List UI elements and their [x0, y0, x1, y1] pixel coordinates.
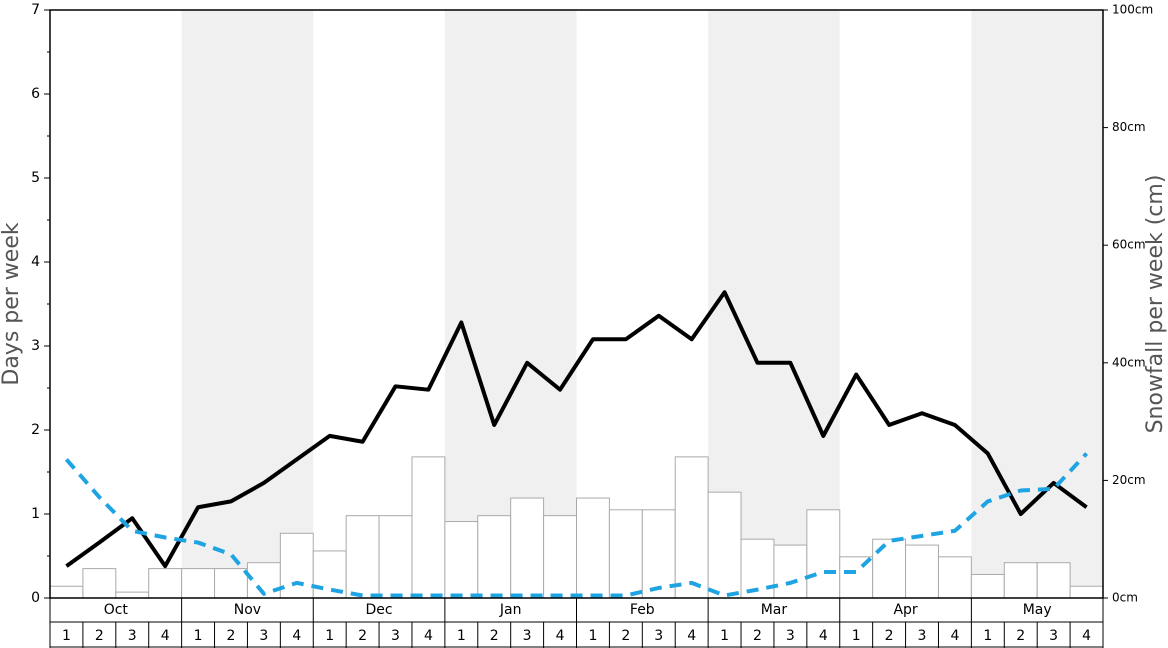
y-tick-label: 7: [31, 2, 40, 18]
bar: [214, 568, 248, 599]
month-shade: [181, 10, 314, 598]
y2-axis-title: Snowfall per week (cm): [1143, 175, 1168, 434]
bar: [970, 573, 1005, 599]
y-tick-label: 1: [31, 506, 40, 522]
bar: [937, 556, 972, 599]
y-tick-label: 2: [31, 422, 40, 438]
bar: [510, 497, 545, 599]
bar: [707, 491, 742, 599]
y2-tick-label: 60cm: [1112, 238, 1146, 252]
x-tick-label: 4: [687, 628, 696, 644]
x-tick-label: 3: [786, 628, 795, 644]
y-tick-label: 3: [31, 338, 40, 354]
x-tick-label: 2: [95, 628, 104, 644]
x-tick-label: 2: [753, 628, 762, 644]
bar: [345, 515, 380, 599]
y2-tick-label: 40cm: [1112, 355, 1146, 369]
bar: [444, 521, 479, 599]
y-tick-label: 4: [31, 254, 40, 270]
x-tick-label: 1: [720, 628, 729, 644]
y2-tick-label: 0cm: [1112, 591, 1138, 605]
bar: [806, 509, 841, 599]
x-tick-label: 4: [556, 628, 565, 644]
x-tick-label: 4: [819, 628, 828, 644]
x-tick-label: 2: [621, 628, 630, 644]
y-tick-label: 0: [31, 590, 40, 606]
y-tick-label: 5: [31, 170, 40, 186]
month-shade: [971, 10, 1103, 598]
x-tick-label: 1: [457, 628, 466, 644]
x-tick-label: 4: [292, 628, 301, 644]
y2-tick-label: 20cm: [1112, 473, 1146, 487]
bar: [115, 591, 150, 599]
month-label: Dec: [366, 602, 393, 618]
bar: [411, 456, 446, 599]
x-tick-label: 1: [588, 628, 597, 644]
x-tick-label: 1: [325, 628, 334, 644]
x-tick-label: 3: [523, 628, 532, 644]
x-tick-label: 2: [490, 628, 499, 644]
x-tick-label: 4: [161, 628, 170, 644]
x-tick-label: 1: [194, 628, 203, 644]
x-tick-label: 2: [358, 628, 367, 644]
x-tick-label: 4: [950, 628, 959, 644]
bar: [477, 515, 512, 599]
bar: [1069, 585, 1104, 599]
x-tick-label: 1: [983, 628, 992, 644]
month-label: Feb: [630, 602, 655, 618]
bar: [1003, 562, 1038, 599]
bar: [378, 515, 413, 599]
x-tick-label: 2: [885, 628, 894, 644]
bar: [773, 544, 808, 599]
x-tick-label: 3: [128, 628, 137, 644]
x-tick-label: 2: [227, 628, 236, 644]
x-tick-label: 4: [1082, 628, 1091, 644]
bar: [82, 568, 117, 599]
month-label: Nov: [234, 602, 261, 618]
bar: [148, 568, 183, 599]
bar: [872, 538, 907, 599]
bar: [608, 509, 643, 599]
month-label: Jan: [499, 602, 522, 618]
bar: [576, 497, 610, 599]
bar: [1036, 562, 1071, 599]
bar: [279, 532, 314, 599]
bar: [543, 515, 577, 599]
x-tick-label: 4: [424, 628, 433, 644]
bar: [674, 456, 709, 599]
y2-tick-label: 100cm: [1112, 3, 1153, 17]
month-label: May: [1023, 602, 1052, 618]
x-tick-label: 3: [391, 628, 400, 644]
y-tick-label: 6: [31, 86, 40, 102]
x-tick-label: 3: [654, 628, 663, 644]
x-tick-label: 2: [1016, 628, 1025, 644]
bar: [49, 585, 84, 599]
x-tick-label: 3: [259, 628, 268, 644]
line: [65, 290, 1088, 569]
x-tick-label: 3: [918, 628, 927, 644]
month-label: Mar: [761, 602, 788, 618]
x-tick-label: 1: [62, 628, 71, 644]
dashed-line: [64, 452, 1089, 598]
month-label: Oct: [104, 602, 129, 618]
bar: [181, 568, 216, 599]
x-tick-label: 3: [1049, 628, 1058, 644]
y-axis-title: Days per week: [0, 222, 24, 385]
y2-tick-label: 80cm: [1112, 120, 1146, 134]
bar: [905, 544, 939, 599]
x-tick-label: 1: [852, 628, 861, 644]
month-label: Apr: [893, 602, 917, 618]
